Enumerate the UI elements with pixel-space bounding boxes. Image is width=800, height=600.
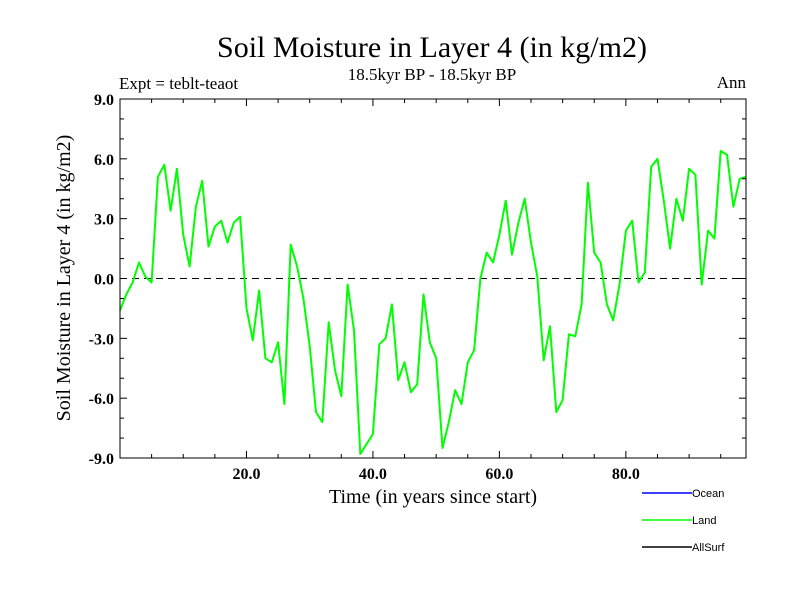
- season-label: Ann: [717, 73, 747, 92]
- series-line-land: [119, 149, 747, 455]
- expt-label: Expt = teblt-teaot: [119, 74, 238, 93]
- plot-area: -9.0 -6.0 -3.0 0.0 3.0 6.0 9.0 20.0 40.0 60.0 80.…: [89, 92, 747, 483]
- y-tick-label: 3.0: [94, 212, 114, 229]
- x-axis-label: Time (in years since start): [329, 486, 537, 508]
- legend-label-ocean: Ocean: [692, 488, 724, 500]
- chart-title: Soil Moisture in Layer 4 (in kg/m2): [217, 31, 647, 64]
- chart-subtitle: 18.5kyr BP - 18.5kyr BP: [348, 65, 516, 84]
- x-axis: 20.0 40.0 60.0 80.0: [151, 99, 722, 483]
- y-tick-label: -9.0: [89, 451, 114, 468]
- y-axis-label: Soil Moisture in Layer 4 (in kg/m2): [53, 135, 75, 422]
- legend: Ocean Land AllSurf: [642, 488, 725, 554]
- y-axis: -9.0 -6.0 -3.0 0.0 3.0 6.0 9.0: [89, 92, 746, 468]
- y-tick-label: 9.0: [94, 92, 114, 109]
- x-tick-label: 80.0: [612, 466, 640, 483]
- series-group: [119, 149, 747, 455]
- y-tick-label: 6.0: [94, 152, 114, 169]
- y-tick-label: 0.0: [94, 272, 114, 289]
- y-tick-label: -6.0: [89, 391, 114, 408]
- x-tick-label: 60.0: [485, 466, 513, 483]
- x-tick-label: 20.0: [232, 466, 260, 483]
- legend-label-allsurf: AllSurf: [692, 542, 725, 554]
- legend-label-land: Land: [692, 515, 716, 527]
- y-tick-label: -3.0: [89, 331, 114, 348]
- x-tick-label: 40.0: [359, 466, 387, 483]
